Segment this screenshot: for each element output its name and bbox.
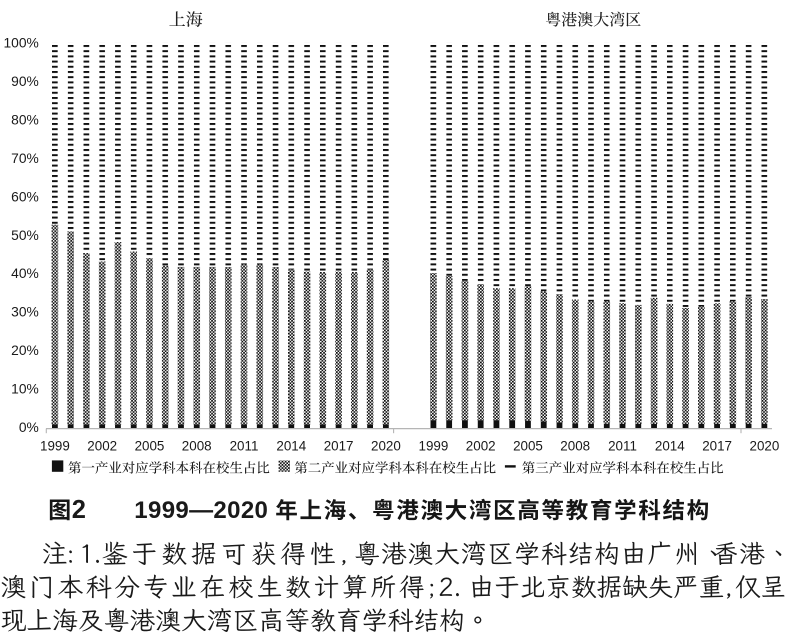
svg-text:2008: 2008 — [182, 438, 212, 453]
svg-text:2011: 2011 — [230, 438, 259, 453]
svg-text:2014: 2014 — [276, 438, 306, 453]
svg-text:2020: 2020 — [371, 438, 401, 453]
svg-text:40%: 40% — [11, 266, 39, 281]
svg-text:1999—2020: 1999—2020 — [134, 497, 268, 524]
svg-text:1999: 1999 — [40, 438, 70, 453]
svg-text:1999: 1999 — [419, 438, 449, 453]
svg-text:2: 2 — [72, 496, 86, 524]
svg-text:60%: 60% — [11, 189, 39, 204]
svg-text:70%: 70% — [11, 151, 39, 166]
svg-text:80%: 80% — [11, 112, 39, 127]
svg-text:2002: 2002 — [87, 438, 117, 453]
svg-text:2008: 2008 — [560, 438, 590, 453]
svg-text:10%: 10% — [11, 382, 39, 397]
svg-text:100%: 100% — [4, 36, 39, 51]
svg-text:30%: 30% — [11, 305, 39, 320]
svg-text:90%: 90% — [11, 74, 39, 89]
svg-text:0%: 0% — [19, 420, 39, 435]
svg-text:2011: 2011 — [608, 438, 637, 453]
svg-text:2002: 2002 — [466, 438, 496, 453]
svg-text:2005: 2005 — [513, 438, 543, 453]
svg-text:2005: 2005 — [135, 438, 165, 453]
svg-text:2014: 2014 — [655, 438, 685, 453]
svg-text:2020: 2020 — [750, 438, 780, 453]
svg-text:50%: 50% — [11, 228, 39, 243]
svg-text:2017: 2017 — [324, 438, 354, 453]
svg-text:20%: 20% — [11, 343, 39, 358]
svg-text:2017: 2017 — [702, 438, 732, 453]
